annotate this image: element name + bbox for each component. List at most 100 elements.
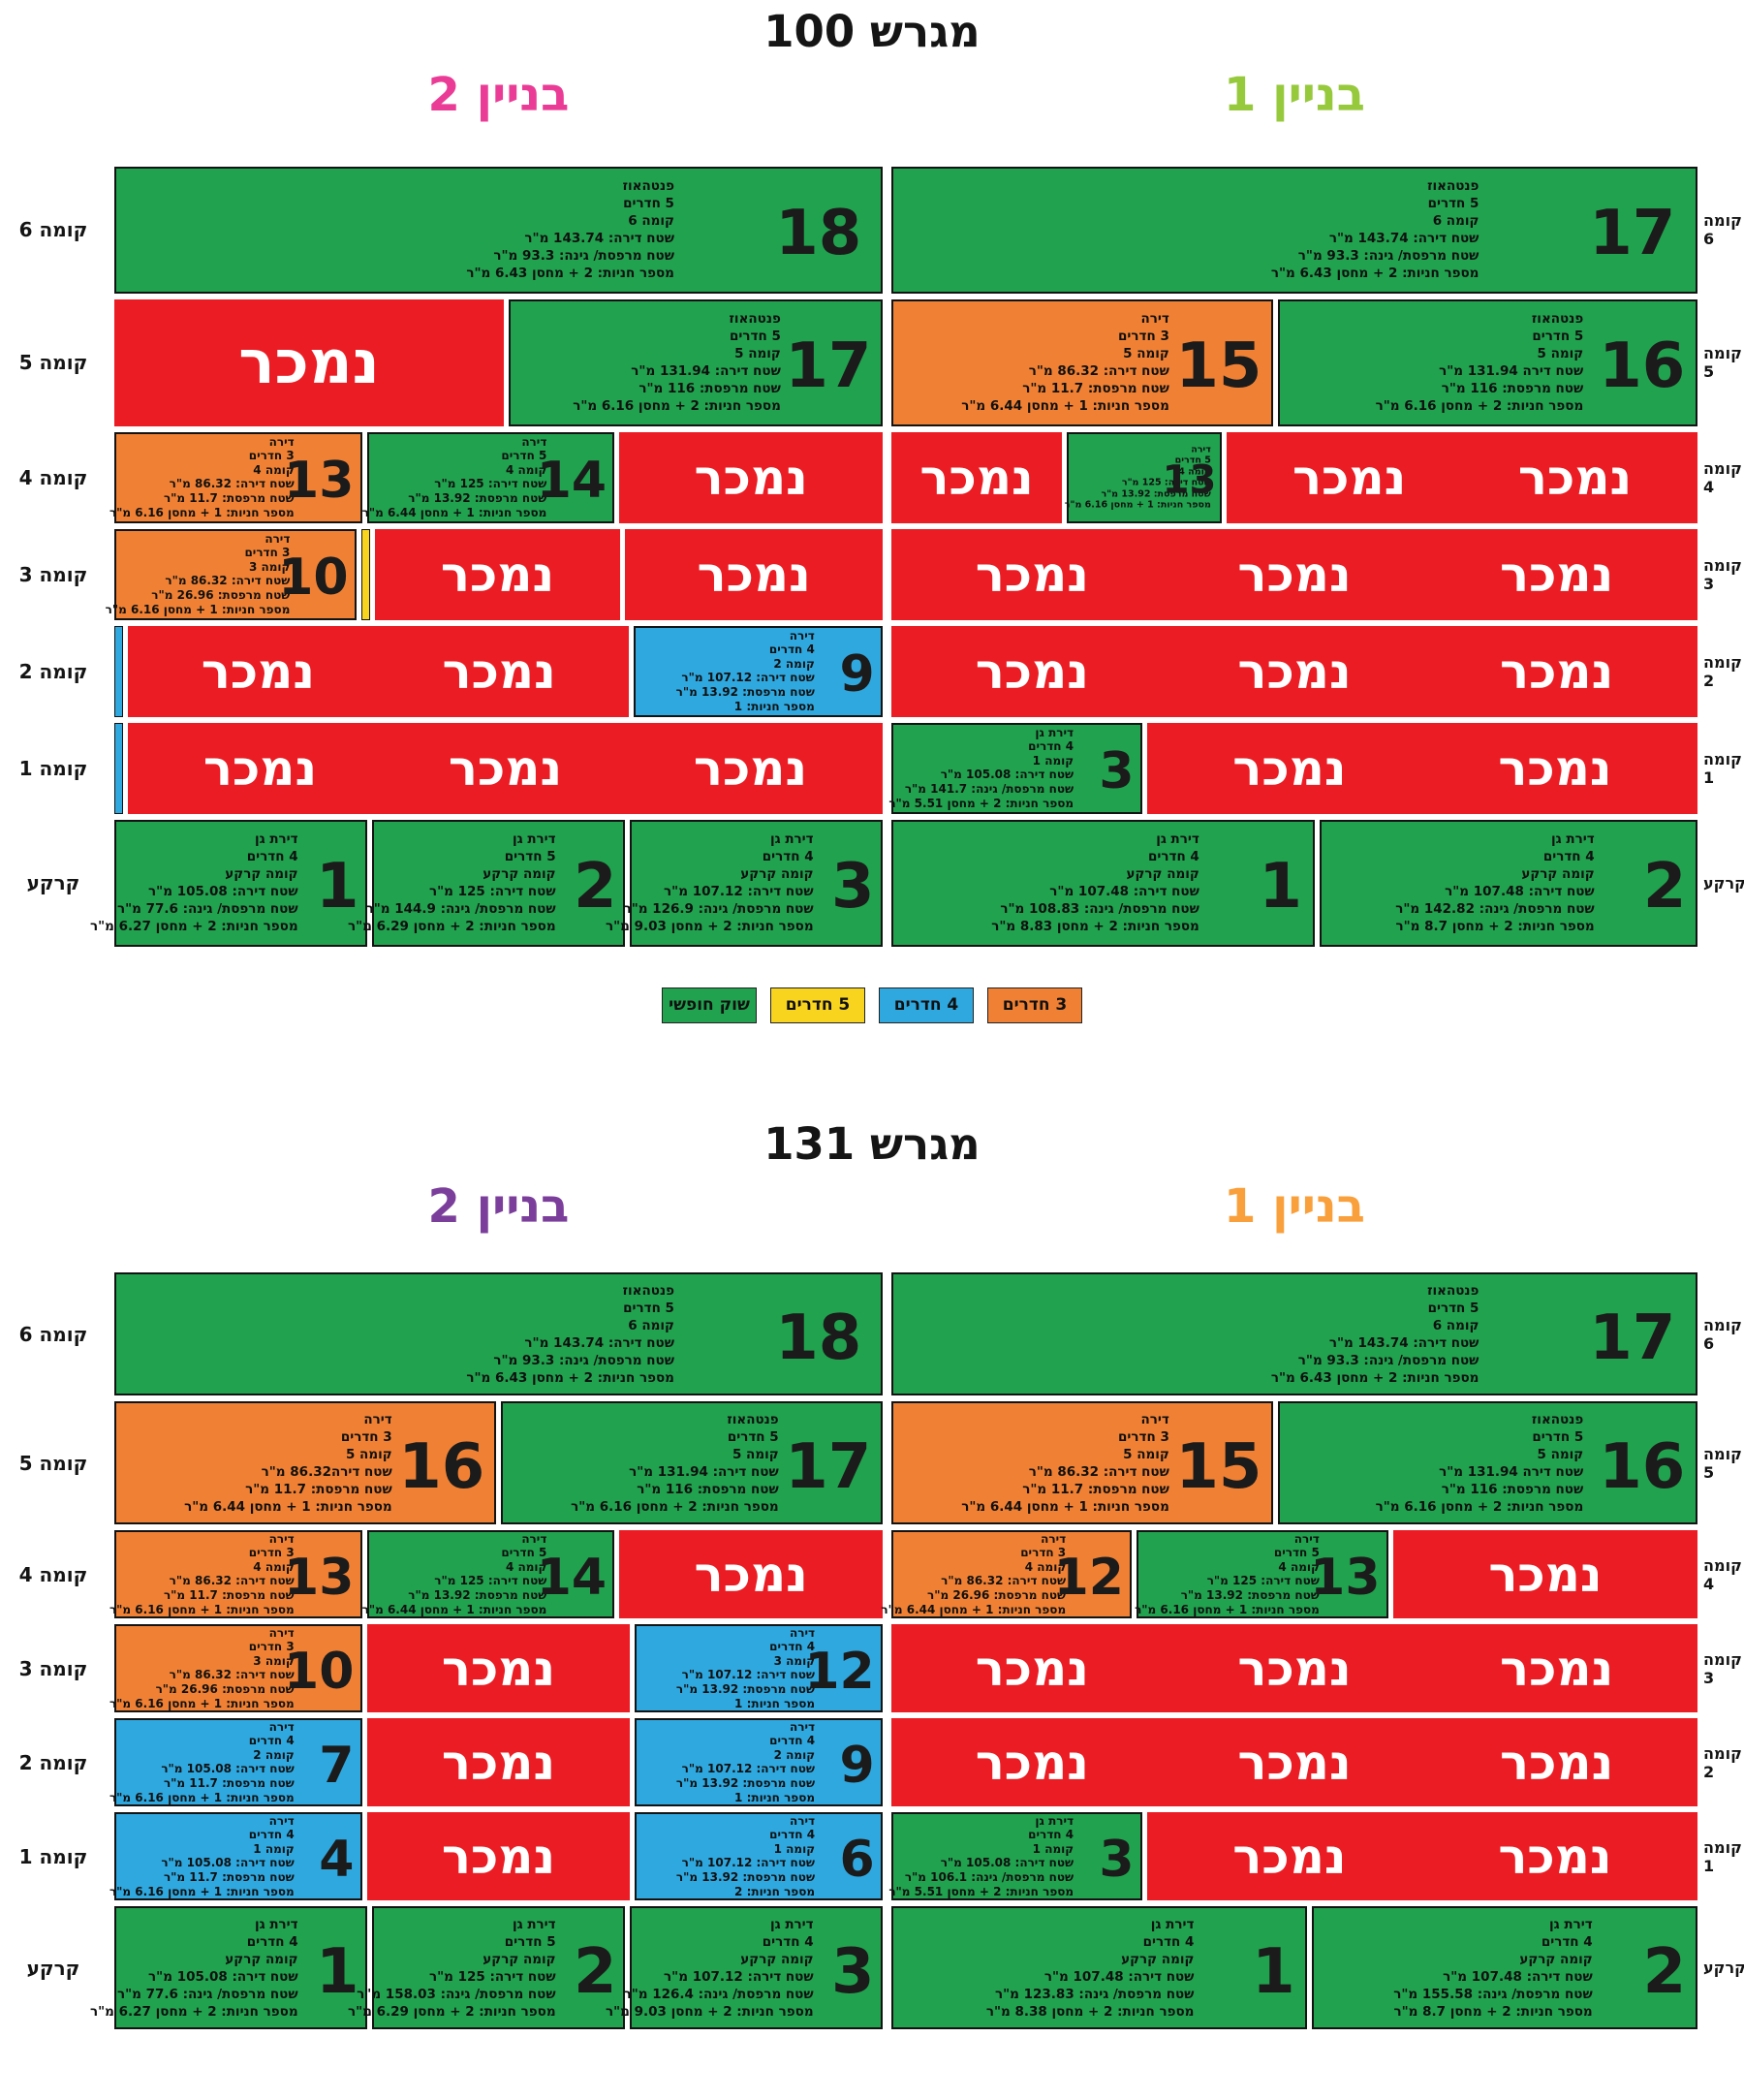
apartment-detail-line: מספר חניות: 2 + מחסן 6.29 מ"ר xyxy=(347,2003,556,2020)
apartment-detail-line: שטח מרפסת/ גינה: 93.3 מ"ר xyxy=(1297,248,1479,265)
apartment-detail-line: 3 חדרים xyxy=(1020,1546,1067,1560)
apartment-detail-line: קומה 1 xyxy=(773,1841,816,1856)
apartment-detail-line: שטח דירה: 125 מ"ר xyxy=(1121,477,1211,488)
building-2-floor: דירת גן 4 חדרים קומה קרקע שטח דירה: 105.08 … xyxy=(90,819,883,947)
apartment-detail-line: שטח דירה: 125 מ"ר xyxy=(434,1574,547,1588)
plot-title-1: מגרש 100 xyxy=(763,6,981,57)
floor-label-left: קומה 1 xyxy=(18,756,88,780)
sold-label: נמכר xyxy=(919,449,1034,506)
apartment-detail-line: דירת גן xyxy=(769,1916,814,1932)
building-gap xyxy=(883,299,891,426)
apartment-detail-line: מספר חניות: 2 + מחסן 6.27 מ"ר xyxy=(89,2003,298,2020)
building-gap xyxy=(883,1906,891,2029)
building-1-label: בניין 1 xyxy=(1224,67,1365,122)
apartment-detail-line: דירה xyxy=(268,434,295,449)
sold-cell: נמכר נמכר נמכר xyxy=(128,722,883,814)
apartment-details: דירה 3 חדרים קומה 3 שטח דירה: 86.32 מ"ר שטח … xyxy=(109,1626,295,1711)
apartment-detail-line: 4 חדרים xyxy=(769,1640,816,1654)
building-gap xyxy=(883,529,891,620)
building-1-label-box: בניין 1 xyxy=(891,68,1697,122)
apartment-detail-line: קומה 6 xyxy=(628,212,674,229)
apartment-cell-2: דירת גן 4 חדרים קומה קרקע שטח דירה: 107.48 … xyxy=(1312,1906,1697,2029)
apartment-cell-1: דירת גן 4 חדרים קומה קרקע שטח דירה: 105.08 … xyxy=(89,1906,367,2029)
sold-label: נמכר xyxy=(694,1546,808,1603)
apartment-details: דירה 4 חדרים קומה 2 שטח דירה: 107.12 מ"ר שטח… xyxy=(644,1720,815,1805)
floor-row-קומה 5: קומה 5 דירה 3 חדרים קומה 5 שטח דירה86.32 מ"ר… xyxy=(0,1401,1744,1524)
apartment-number: 13 xyxy=(1162,456,1217,502)
apartment-details: דירה 5 חדרים קומה 4 שטח דירה: 125 מ"ר שטח מר… xyxy=(362,1532,547,1617)
apartment-cell-4: דירה 4 חדרים קומה 1 שטח דירה: 105.08 מ"ר שטח… xyxy=(109,1812,362,1900)
sold-cell: נמכר נמכר נמכר xyxy=(891,625,1697,717)
apartment-detail-line: 3 חדרים xyxy=(248,1546,295,1560)
floor-label-right: קרקע xyxy=(1703,1959,1744,1977)
apartment-detail-line: קומה 4 xyxy=(1178,465,1211,477)
apartment-detail-line: מספר חניות: 2 xyxy=(734,1884,816,1898)
apartment-detail-line: קומה 5 xyxy=(732,1446,779,1462)
building-2-label: בניין 2 xyxy=(427,1179,570,1234)
sold-label: נמכר xyxy=(1292,449,1407,506)
apartment-number: 3 xyxy=(831,850,875,923)
apartment-detail-line: דירה xyxy=(789,628,815,643)
apartment-cell-10: דירה 3 חדרים קומה 3 שטח דירה: 86.32 מ"ר שטח … xyxy=(106,528,357,620)
apartment-detail-line: קומה 4 xyxy=(1024,1559,1067,1574)
floor-label-right: קומה 3 xyxy=(1703,555,1742,593)
apartment-detail-line: דירה xyxy=(1140,1411,1169,1427)
building-1-floor: דירה 3 חדרים קומה 4 שטח דירה: 86.32 מ"ר שטח … xyxy=(881,1530,1697,1618)
apartment-cell-18: פנטהאוז 5 חדרים קומה 6 שטח דירה: 143.74 מ"ר… xyxy=(114,1272,883,1395)
apartment-detail-line: דירת גן xyxy=(1551,831,1595,847)
apartment-detail-line: מספר חניות: 1 + מחסן 6.16 מ"ר xyxy=(109,1602,295,1616)
building-gap xyxy=(883,432,891,523)
apartment-detail-line: מספר חניות: 1 xyxy=(733,699,815,713)
apartment-detail-line: קומה 2 xyxy=(773,656,815,671)
floor-row-קרקע: קרקע דירת גן 4 חדרים קומה קרקע שטח דירה: 105… xyxy=(0,819,1744,947)
floor-cells: דירה 3 חדרים קומה 5 שטח דירה: 86.32 מ"ר שטח … xyxy=(891,1401,1697,1524)
apartment-detail-line: קומה 1 xyxy=(1032,753,1074,768)
apartment-detail-line: דירת גן xyxy=(1035,1813,1074,1828)
floor-label-left: קומה 2 xyxy=(18,1750,88,1774)
apartment-detail-line: מספר חניות: 1 + מחסן 6.16 מ"ר xyxy=(1135,1602,1320,1616)
apartment-detail-line: 4 חדרים xyxy=(769,1828,816,1842)
sold-label: נמכר xyxy=(201,643,315,700)
apartment-detail-line: מספר חניות: 1 + מחסן 6.16 מ"ר xyxy=(109,1884,295,1898)
apartment-detail-line: 5 חדרים xyxy=(623,1300,674,1316)
apartment-detail-line: קומה קרקע xyxy=(483,865,556,882)
legend-item-orange: 3 חדרים xyxy=(987,987,1082,1023)
apartment-detail-line: קומה 3 xyxy=(773,1653,816,1668)
building-1-floor: נמכר נמכר נמכר xyxy=(891,1718,1697,1806)
apartment-details: דירת גן 4 חדרים קומה קרקע שטח דירה: 107.48 … xyxy=(906,831,1199,935)
apartment-detail-line: שטח מרפסת: 11.7 מ"ר xyxy=(245,1481,392,1497)
building-gap xyxy=(883,1272,891,1395)
apartment-detail-line: שטח דירה: 105.08 מ"ר xyxy=(148,1968,298,1985)
apartment-detail-line: שטח מרפסת: 116 מ"ר xyxy=(637,1481,779,1497)
apartment-detail-line: שטח דירה: 107.12 מ"ר xyxy=(681,1856,816,1870)
apartment-detail-line: 4 חדרים xyxy=(248,1734,295,1748)
floor-label-right: קומה 3 xyxy=(1703,1649,1742,1687)
apartment-detail-line: שטח דירה: 107.12 מ"ר xyxy=(681,1668,816,1682)
apartment-detail-line: 3 חדרים xyxy=(244,546,291,560)
apartment-detail-line: שטח דירה: 143.74 מ"ר xyxy=(1328,1334,1479,1351)
apartment-cell-13: דירה 3 חדרים קומה 4 שטח דירה: 86.32 מ"ר שטח … xyxy=(109,431,362,523)
apartment-cell-16: דירה 3 חדרים קומה 5 שטח דירה86.32 מ"ר שטח מר… xyxy=(114,1401,496,1524)
apartment-number: 9 xyxy=(839,1736,875,1795)
apartment-detail-line: פנטהאוז xyxy=(622,177,674,194)
building-gap xyxy=(883,626,891,717)
floor-cells: דירת גן 4 חדרים קומה 1 שטח דירה: 105.08 מ"ר… xyxy=(888,722,1697,814)
apartment-detail-line: 4 חדרים xyxy=(1028,739,1074,754)
apartment-detail-line: שטח דירה: 105.08 מ"ר xyxy=(148,884,298,899)
apartment-detail-line: שטח דירה 131.94 מ"ר xyxy=(1439,363,1584,379)
apartment-detail-line: שטח דירה: 107.48 מ"ר xyxy=(1049,884,1199,899)
apartment-detail-line: 3 חדרים xyxy=(248,449,295,463)
apartment-details: דירת גן 4 חדרים קומה קרקע שטח דירה: 107.48 … xyxy=(1325,1915,1592,2020)
sold-label: נמכר xyxy=(1488,1546,1603,1603)
building-2-floor: נמכר פנטהאוז 5 חדרים קומה 5 שטח דירה: 131.94… xyxy=(114,298,883,426)
apartment-detail-line: שטח מרפסת/ גינה: 126.9 מ"ר xyxy=(623,901,814,918)
apartment-detail-line: דירת גן xyxy=(512,1916,556,1932)
apartment-detail-line: דירה xyxy=(268,1719,295,1734)
apartment-cell-18: פנטהאוז 5 חדרים קומה 6 שטח דירה: 143.74 מ"ר… xyxy=(114,166,883,294)
apartment-detail-line: 5 חדרים xyxy=(623,195,674,211)
apartment-detail-line: 4 חדרים xyxy=(248,1828,295,1842)
floor-cells: דירת גן 4 חדרים קומה קרקע שטח דירה: 107.48 … xyxy=(891,1906,1697,2029)
apartment-detail-line: שטח דירה: 125 מ"ר xyxy=(428,884,556,899)
building-gap xyxy=(883,820,891,947)
sold-label: נמכר xyxy=(1237,1734,1352,1791)
